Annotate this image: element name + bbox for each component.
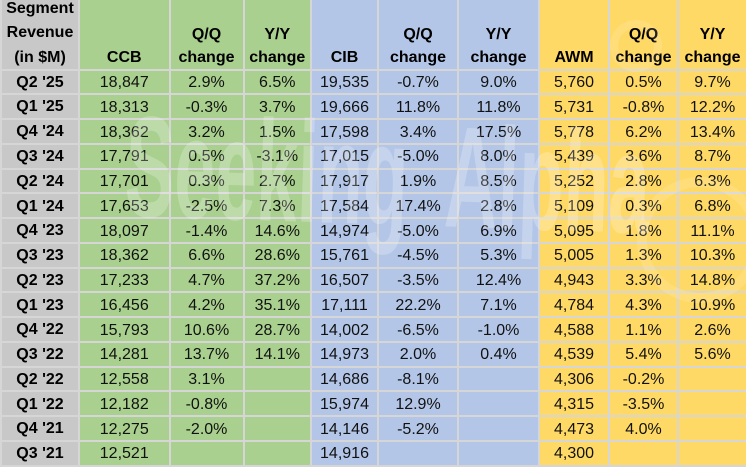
svg-text:Alpha: Alpha — [442, 97, 653, 265]
svg-text:Seeking: Seeking — [123, 86, 411, 256]
